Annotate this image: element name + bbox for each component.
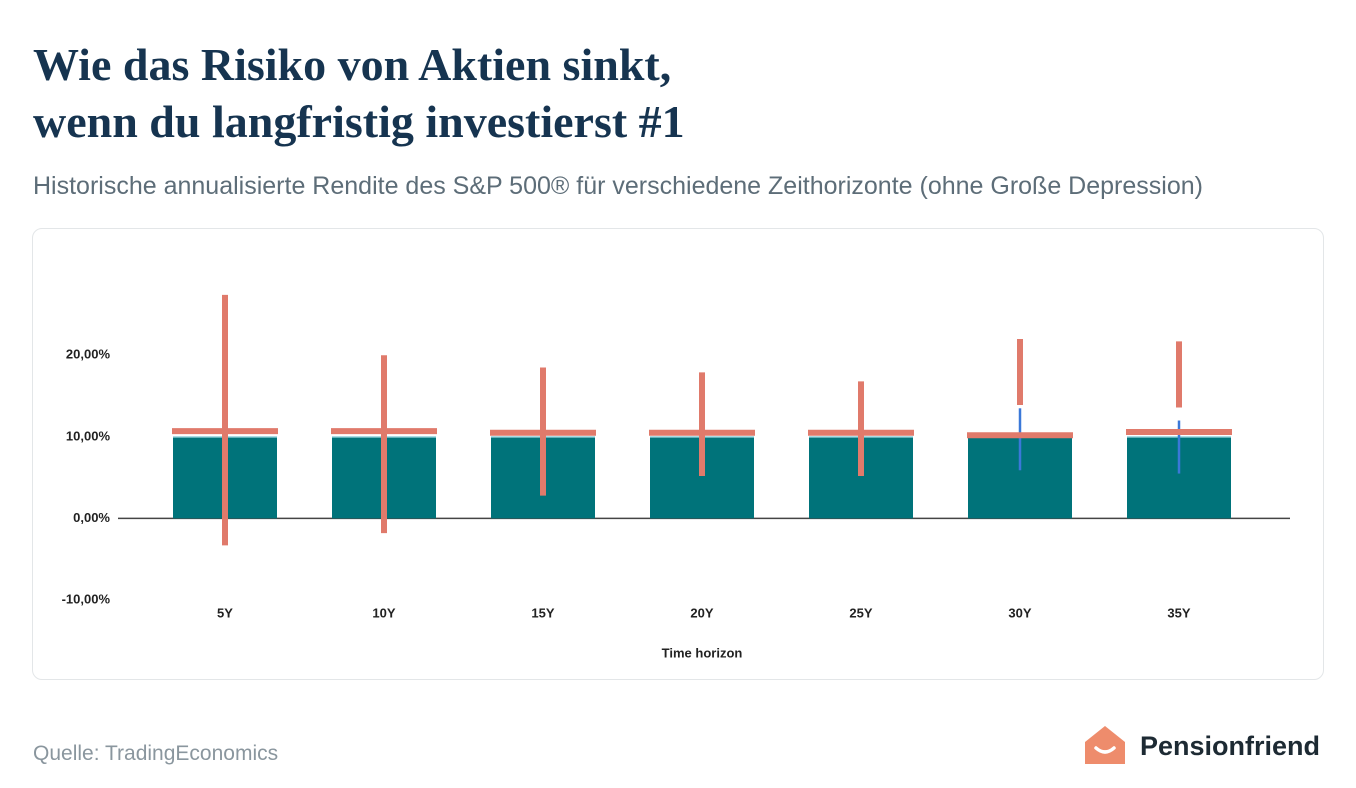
chart: -10,00% 0,00% 10,00% 20,00% 5Y 10Y 15Y 20Y 25Y 30… — [62, 294, 1290, 660]
y-tick-label: 0,00% — [73, 510, 110, 525]
brand: Pensionfriend — [1140, 731, 1321, 761]
y-tick-label: 10,00% — [66, 428, 111, 443]
x-tick-label: 15Y — [531, 605, 554, 620]
title-line: Wie das Risiko von Aktien sinkt, — [33, 39, 672, 90]
x-tick-label: 30Y — [1008, 605, 1031, 620]
source: Quelle: TradingEconomics — [33, 742, 279, 765]
title: Wie das Risiko von Aktien sinkt, wenn du… — [33, 36, 685, 150]
x-tick-label: 10Y — [372, 605, 395, 620]
chart-card — [32, 228, 1324, 680]
x-axis-label: Time horizon — [662, 645, 743, 660]
title-line: wenn du langfristig investierst #1 — [33, 96, 685, 147]
logo-icon — [1085, 726, 1125, 764]
subtitle: Historische annualisierte Rendite des S&… — [33, 172, 1203, 200]
y-tick-label: 20,00% — [66, 347, 111, 362]
x-tick-label: 25Y — [849, 605, 872, 620]
x-tick-label: 20Y — [690, 605, 713, 620]
x-tick-label: 5Y — [217, 605, 233, 620]
x-tick-label: 35Y — [1167, 605, 1190, 620]
y-tick-label: -10,00% — [62, 591, 111, 606]
